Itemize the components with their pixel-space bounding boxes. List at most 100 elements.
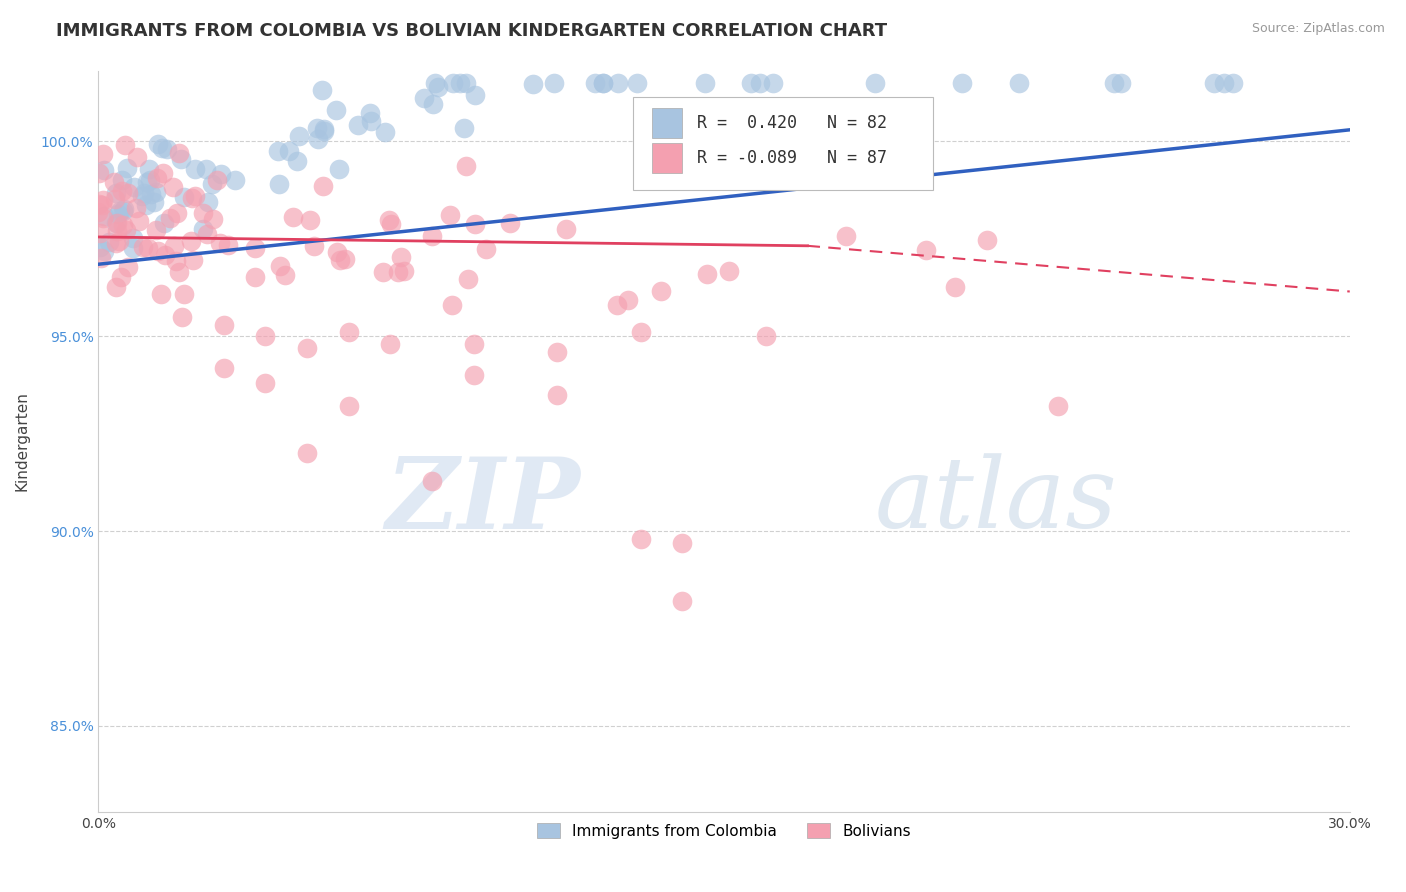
Point (201, 177, 224, 191)
Point (105, 224, 128, 238)
Point (347, 118, 370, 132)
Point (325, 103, 347, 118)
Point (718, 264, 741, 278)
Point (132, 240, 155, 254)
Point (546, 345, 568, 359)
Point (277, 144, 299, 158)
Point (90, 251, 112, 265)
Point (464, 87, 486, 102)
Point (245, 241, 267, 255)
Point (391, 250, 413, 264)
Point (114, 137, 136, 152)
Point (325, 245, 347, 260)
Point (274, 268, 297, 282)
Point (463, 337, 485, 351)
Point (91, 193, 114, 207)
Point (360, 113, 382, 128)
Point (146, 136, 169, 151)
Point (463, 368, 485, 383)
Point (163, 239, 186, 253)
Point (1104, 76, 1126, 90)
Text: IMMIGRANTS FROM COLOMBIA VS BOLIVIAN KINDERGARTEN CORRELATION CHART: IMMIGRANTS FROM COLOMBIA VS BOLIVIAN KIN… (56, 22, 887, 40)
Point (89, 226, 111, 240)
Point (630, 326, 652, 340)
Point (693, 76, 716, 90)
Point (307, 120, 329, 135)
Point (441, 76, 464, 90)
Point (167, 265, 190, 279)
Point (124, 180, 146, 194)
Point (115, 222, 138, 236)
Point (159, 211, 181, 226)
Point (105, 186, 128, 200)
Point (1046, 400, 1069, 414)
Point (110, 270, 132, 285)
Point (380, 217, 402, 231)
Point (93, 209, 115, 223)
Point (333, 252, 356, 267)
Point (943, 280, 966, 294)
Point (121, 241, 143, 255)
Point (89, 240, 111, 254)
Point (112, 202, 135, 216)
Point (212, 360, 235, 375)
Point (93, 163, 115, 178)
Point (136, 176, 159, 190)
Point (87, 204, 110, 219)
Point (449, 76, 471, 90)
Point (152, 216, 174, 230)
Point (1212, 76, 1234, 90)
FancyBboxPatch shape (651, 144, 682, 173)
Point (104, 216, 127, 230)
Point (295, 341, 318, 355)
Point (420, 228, 443, 243)
Point (380, 337, 402, 351)
Point (173, 190, 195, 204)
Point (311, 83, 333, 97)
Point (337, 326, 360, 340)
Point (583, 76, 606, 90)
Point (170, 310, 193, 324)
Point (865, 76, 887, 90)
Point (453, 121, 475, 136)
Point (98, 235, 121, 249)
Point (592, 76, 614, 90)
Point (671, 536, 693, 550)
Text: atlas: atlas (875, 453, 1116, 549)
Point (132, 186, 155, 201)
Point (1109, 76, 1132, 90)
Text: R =  0.420   N = 82: R = 0.420 N = 82 (696, 114, 887, 132)
Point (337, 400, 360, 414)
Point (184, 162, 207, 177)
Point (217, 237, 239, 252)
Point (197, 195, 219, 210)
Point (93, 146, 115, 161)
Text: R = -0.089   N = 87: R = -0.089 N = 87 (696, 149, 887, 167)
Point (1202, 76, 1225, 90)
Point (205, 173, 228, 187)
Point (283, 210, 305, 224)
Point (212, 318, 235, 332)
Point (755, 329, 778, 343)
Point (148, 244, 170, 258)
Point (103, 175, 125, 189)
Text: Source: ZipAtlas.com: Source: ZipAtlas.com (1251, 22, 1385, 36)
Point (125, 150, 148, 164)
Point (195, 227, 218, 242)
Point (546, 388, 568, 402)
Point (626, 76, 648, 90)
Point (617, 293, 640, 307)
Point (607, 76, 630, 90)
Point (475, 242, 498, 256)
Point (328, 161, 350, 176)
Point (371, 264, 394, 278)
Point (169, 145, 191, 160)
Point (312, 124, 335, 138)
Point (156, 143, 179, 157)
Point (454, 159, 477, 173)
Point (307, 132, 329, 146)
Point (420, 474, 443, 488)
Text: ZIP: ZIP (385, 452, 581, 549)
Point (180, 191, 202, 205)
Point (111, 204, 134, 219)
